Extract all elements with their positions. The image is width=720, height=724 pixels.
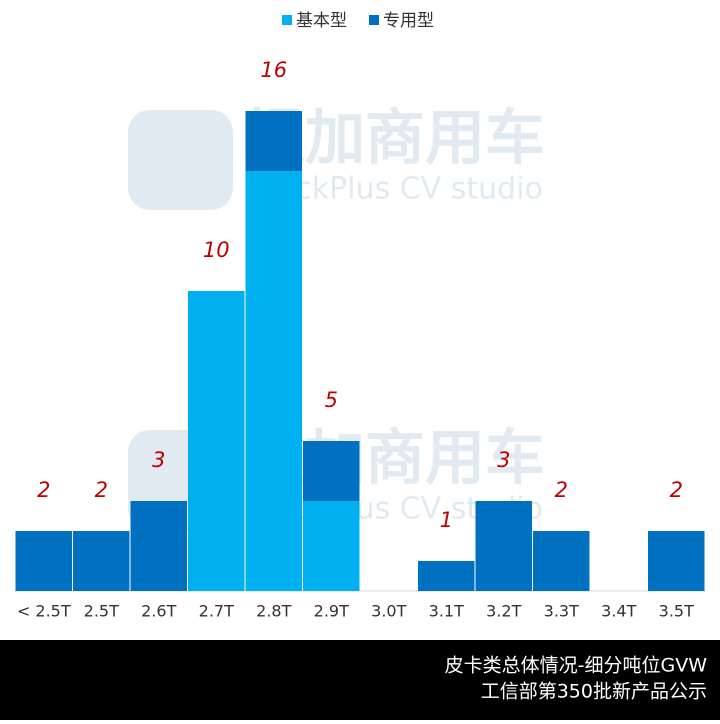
x-tick-label: 3.2T — [486, 602, 521, 621]
bar-segment — [475, 501, 532, 591]
total-label: 3 — [152, 448, 165, 472]
bar-segment — [418, 561, 475, 591]
x-tick-label: 3.0T — [371, 602, 406, 621]
x-tick-label: 2.9T — [314, 602, 349, 621]
bar-segment — [188, 291, 245, 591]
footer-line: 皮卡类总体情况-细分吨位GVW — [445, 655, 708, 677]
x-tick-label: 2.5T — [84, 602, 119, 621]
bar-segment — [303, 441, 360, 501]
bar-segment — [245, 171, 302, 591]
x-tick-label: < 2.5T — [17, 602, 71, 621]
bar-segment — [648, 531, 705, 591]
total-label: 5 — [325, 388, 338, 412]
x-tick-label: 3.5T — [659, 602, 694, 621]
bar-segment — [245, 111, 302, 171]
footer-line: 工信部第350批新产品公示 — [481, 681, 707, 703]
bar-segment — [303, 501, 360, 591]
total-label: 2 — [670, 478, 683, 502]
bar-segment — [130, 501, 187, 591]
plot: 基本型 专用型 < 2.5T 2 2.5T 2 2.6T 3 2.7T 10 2.8T 16 2.9T 5… — [15, 11, 705, 621]
x-tick-label: 2.7T — [199, 602, 234, 621]
x-tick-label: 2.8T — [256, 602, 291, 621]
legend-swatch — [282, 15, 292, 25]
x-tick-label: 3.1T — [429, 602, 464, 621]
legend-swatch — [369, 15, 379, 25]
footer-band — [0, 640, 720, 720]
total-label: 16 — [260, 58, 287, 82]
total-label: 3 — [497, 448, 510, 472]
watermark-logo — [128, 110, 233, 210]
legend-label: 专用型 — [383, 11, 434, 31]
total-label: 2 — [37, 478, 50, 502]
legend-label: 基本型 — [296, 11, 347, 31]
total-label: 1 — [440, 508, 453, 532]
total-label: 10 — [203, 238, 230, 262]
total-label: 2 — [555, 478, 568, 502]
x-tick-label: 3.3T — [544, 602, 579, 621]
total-label: 2 — [95, 478, 108, 502]
bar-segment — [73, 531, 130, 591]
x-tick-label: 2.6T — [141, 602, 176, 621]
bar-segment — [533, 531, 590, 591]
x-tick-label: 3.4T — [601, 602, 636, 621]
bar-segment — [15, 531, 72, 591]
